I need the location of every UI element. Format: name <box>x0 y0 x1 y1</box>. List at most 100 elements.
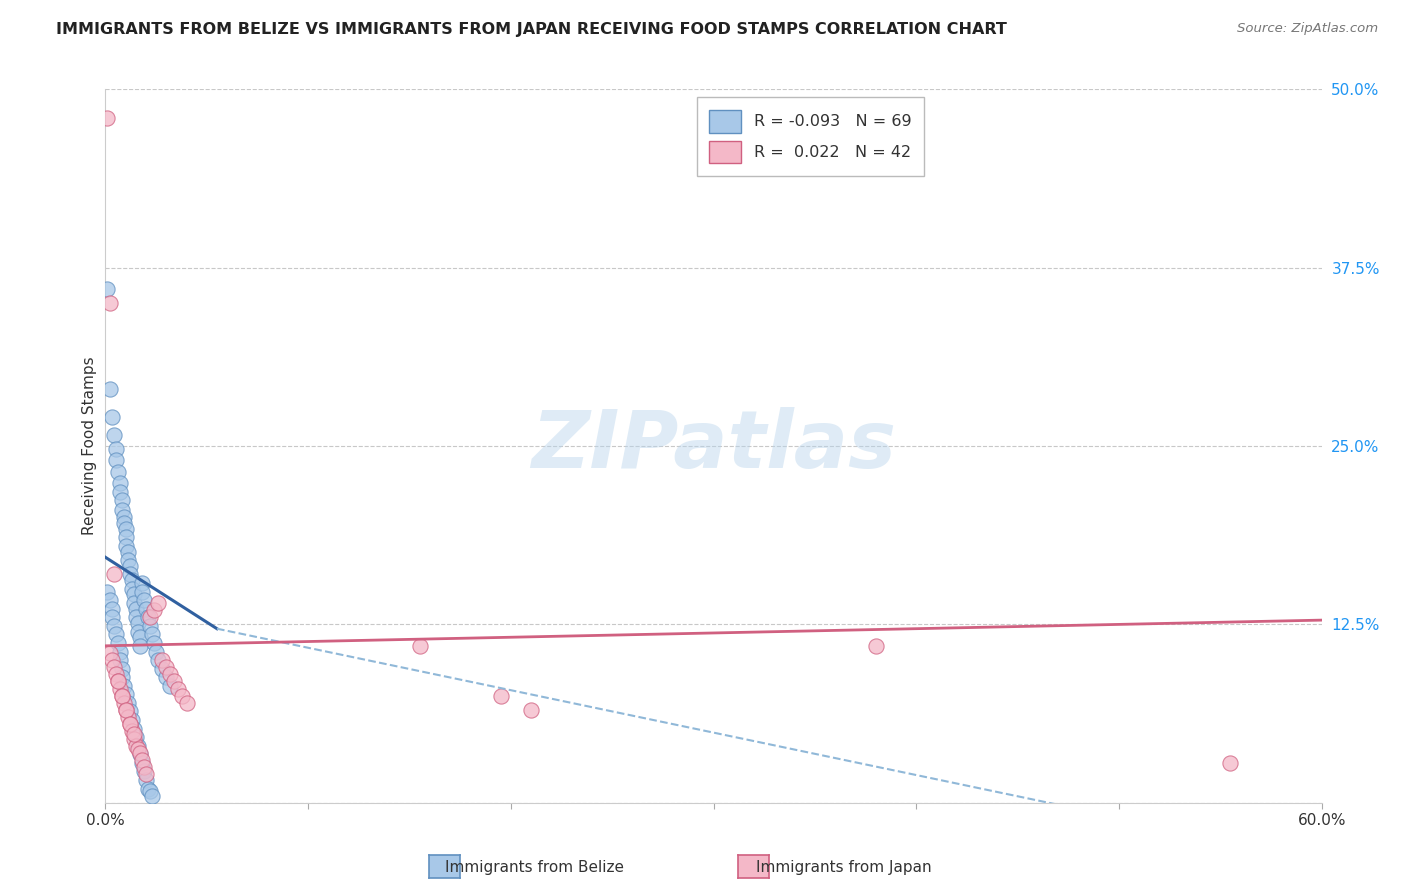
Point <box>139 619 162 633</box>
Point <box>139 610 162 624</box>
Point <box>111 662 134 676</box>
Point <box>117 544 139 558</box>
Point <box>118 558 141 573</box>
Point <box>136 781 159 796</box>
Point <box>135 601 157 615</box>
Point <box>98 593 121 607</box>
Point <box>104 453 127 467</box>
Point <box>146 596 169 610</box>
Point <box>117 696 139 710</box>
Point <box>103 567 125 582</box>
Y-axis label: Receiving Food Stamps: Receiving Food Stamps <box>82 357 97 535</box>
Point <box>131 753 153 767</box>
Point <box>122 727 145 741</box>
Point <box>127 741 149 756</box>
Point <box>104 627 127 641</box>
Text: ZIPatlas: ZIPatlas <box>531 407 896 485</box>
Point <box>145 644 167 658</box>
Point <box>118 567 141 582</box>
Point <box>159 679 181 693</box>
Point <box>865 639 887 653</box>
Point <box>141 627 163 641</box>
Point <box>125 730 148 744</box>
Point <box>408 639 430 653</box>
Point <box>108 484 131 499</box>
Point <box>127 739 149 753</box>
Point <box>111 493 134 508</box>
Point <box>111 689 134 703</box>
Point <box>1219 756 1241 770</box>
Point <box>118 717 141 731</box>
Point <box>107 674 129 689</box>
Point <box>127 624 149 639</box>
Point <box>98 382 121 396</box>
Point <box>108 644 131 658</box>
Point <box>112 696 135 710</box>
Point <box>111 689 134 703</box>
Point <box>125 739 148 753</box>
Point <box>114 539 136 553</box>
Point <box>136 610 159 624</box>
Point <box>108 681 131 696</box>
Point <box>167 681 190 696</box>
Point <box>135 767 157 781</box>
Point <box>112 510 135 524</box>
Point <box>159 667 181 681</box>
Point <box>100 410 122 425</box>
Point <box>118 717 141 731</box>
Point <box>132 764 155 779</box>
Point <box>114 530 136 544</box>
Point <box>122 722 145 736</box>
Point <box>121 724 143 739</box>
Point <box>121 713 143 727</box>
Point <box>103 619 125 633</box>
Text: IMMIGRANTS FROM BELIZE VS IMMIGRANTS FROM JAPAN RECEIVING FOOD STAMPS CORRELATIO: IMMIGRANTS FROM BELIZE VS IMMIGRANTS FRO… <box>56 22 1007 37</box>
Point <box>117 710 139 724</box>
Point <box>163 674 186 689</box>
Point <box>114 703 136 717</box>
Point <box>520 703 543 717</box>
Point <box>98 646 121 660</box>
Point <box>107 465 129 479</box>
Point <box>129 639 152 653</box>
Point <box>111 503 134 517</box>
Point <box>150 653 173 667</box>
Point <box>129 746 152 760</box>
Point <box>150 662 173 676</box>
Point <box>141 789 163 803</box>
Point <box>121 573 143 587</box>
Point <box>108 476 131 491</box>
Point <box>103 660 125 674</box>
Text: Immigrants from Belize: Immigrants from Belize <box>444 860 624 874</box>
Point <box>125 601 148 615</box>
Point <box>132 593 155 607</box>
Point <box>131 756 153 770</box>
Point <box>172 689 194 703</box>
Point <box>125 610 148 624</box>
Point <box>132 760 155 774</box>
Point <box>143 636 166 650</box>
Point <box>117 553 139 567</box>
Point <box>118 705 141 719</box>
Point <box>100 610 122 624</box>
Point <box>155 670 177 684</box>
Point <box>127 615 149 630</box>
Point <box>114 522 136 536</box>
Point <box>155 660 177 674</box>
Point <box>104 667 127 681</box>
Text: Immigrants from Japan: Immigrants from Japan <box>756 860 931 874</box>
Point <box>122 596 145 610</box>
Point <box>104 442 127 456</box>
Point <box>139 784 162 798</box>
Point <box>114 687 136 701</box>
Point <box>107 636 129 650</box>
Point <box>96 584 118 599</box>
Point <box>107 674 129 689</box>
Point <box>121 582 143 596</box>
Point <box>98 296 121 310</box>
Point <box>143 603 166 617</box>
Point <box>114 703 136 717</box>
Point <box>131 584 153 599</box>
Point <box>135 772 157 787</box>
Point <box>96 111 118 125</box>
